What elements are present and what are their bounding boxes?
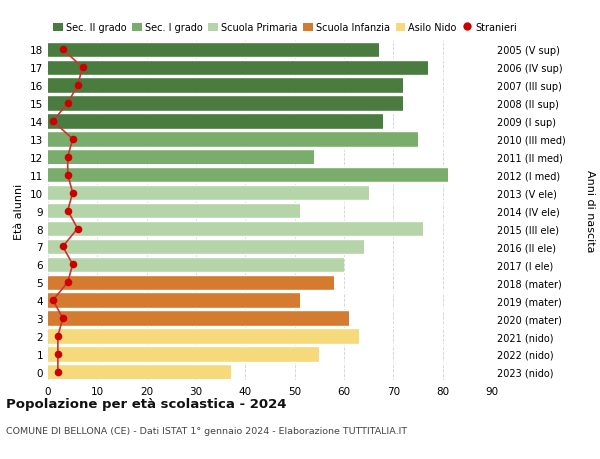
- Bar: [48, 203, 299, 219]
- Point: [68, 190, 77, 197]
- Point: [58, 243, 68, 251]
- Point: [53, 369, 62, 376]
- Text: COMUNE DI BELLONA (CE) - Dati ISTAT 1° gennaio 2024 - Elaborazione TUTTITALIA.IT: COMUNE DI BELLONA (CE) - Dati ISTAT 1° g…: [6, 426, 407, 435]
- Bar: [48, 221, 423, 236]
- Bar: [48, 364, 230, 380]
- Bar: [48, 43, 379, 58]
- Point: [78, 64, 88, 72]
- Bar: [48, 132, 418, 147]
- Bar: [48, 257, 344, 272]
- Bar: [48, 293, 299, 308]
- Point: [73, 82, 82, 90]
- Legend: Sec. II grado, Sec. I grado, Scuola Primaria, Scuola Infanzia, Asilo Nido, Stran: Sec. II grado, Sec. I grado, Scuola Prim…: [53, 23, 517, 33]
- Bar: [48, 239, 364, 254]
- Text: Popolazione per età scolastica - 2024: Popolazione per età scolastica - 2024: [6, 397, 287, 410]
- Y-axis label: Età alunni: Età alunni: [14, 183, 25, 239]
- Bar: [48, 347, 319, 362]
- Point: [58, 46, 68, 54]
- Bar: [48, 275, 334, 290]
- Point: [63, 154, 73, 161]
- Bar: [48, 78, 403, 94]
- Point: [68, 261, 77, 269]
- Bar: [48, 311, 349, 326]
- Y-axis label: Anni di nascita: Anni di nascita: [585, 170, 595, 252]
- Point: [63, 207, 73, 215]
- Bar: [48, 150, 314, 165]
- Point: [63, 279, 73, 286]
- Bar: [48, 185, 368, 201]
- Point: [63, 172, 73, 179]
- Bar: [48, 61, 428, 76]
- Point: [73, 225, 82, 233]
- Point: [48, 118, 58, 125]
- Bar: [48, 329, 359, 344]
- Point: [58, 315, 68, 322]
- Bar: [48, 168, 448, 183]
- Bar: [48, 96, 403, 112]
- Bar: [48, 114, 383, 129]
- Point: [68, 136, 77, 143]
- Point: [48, 297, 58, 304]
- Point: [53, 351, 62, 358]
- Point: [63, 100, 73, 107]
- Point: [53, 333, 62, 340]
